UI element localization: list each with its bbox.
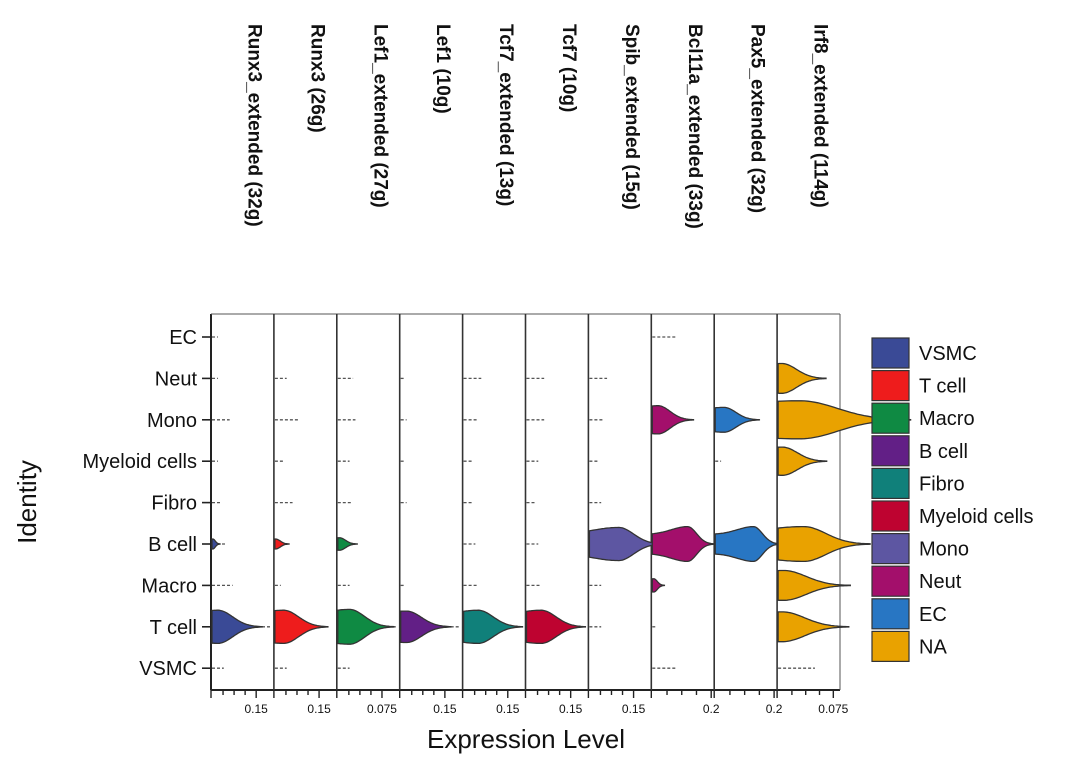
- panel-title-tcf7-10g: Tcf7 (10g): [558, 24, 579, 112]
- panel-title-bcl11a-extended-33g: Bcl11a_extended (33g): [684, 24, 705, 229]
- x-tick-label: 0.075: [367, 702, 397, 716]
- legend: VSMC T cell Macro B cell Fibro Myeloid cells M…: [871, 337, 1033, 663]
- identity-label-vsmc: VSMC: [139, 658, 197, 680]
- x-tick-label: 0.15: [307, 702, 331, 716]
- x-tick-label: 0.15: [433, 702, 457, 716]
- legend-swatch-mono: [871, 532, 910, 565]
- violin-irf8-extended-114g-b-cell: [777, 525, 871, 563]
- identity-label-b-cell: B cell: [148, 534, 197, 556]
- violin-irf8-extended-114g-macro: [777, 569, 851, 601]
- x-tick-label: 0.15: [622, 702, 646, 716]
- panel-title-lef1-10g: Lef1 (10g): [432, 24, 453, 114]
- identity-label-fibro: Fibro: [151, 493, 197, 515]
- y-axis: EC Neut Mono Myeloid cells Fibro B cell Macro T…: [83, 327, 211, 680]
- x-tick-label: 0.2: [703, 702, 720, 716]
- violin-runx3-extended-32g-t-cell: [211, 609, 263, 645]
- violin-lef1-extended-27g-t-cell: [337, 608, 395, 645]
- identity-label-myeloid-cells: Myeloid cells: [83, 451, 197, 473]
- panel-title-runx3-26g: Runx3 (26g): [306, 24, 327, 133]
- legend-label-neut: Neut: [919, 571, 962, 593]
- violin-runx3-26g-b-cell: [274, 538, 290, 550]
- identity-label-macro: Macro: [141, 575, 197, 597]
- legend-swatch-macro: [871, 402, 910, 434]
- legend-label-ec: EC: [919, 604, 947, 626]
- legend-label-vsmc: VSMC: [919, 343, 977, 365]
- panel-title-lef1-extended-27g: Lef1_extended (27g): [369, 24, 390, 208]
- panel-title-spib-extended-15g: Spib_extended (15g): [621, 24, 642, 210]
- x-tick-label: 0.15: [559, 702, 583, 716]
- panel-title-pax5-extended-32g: Pax5_extended (32g): [747, 24, 768, 213]
- x-tick-label: 0.15: [244, 702, 268, 716]
- panel-title-irf8-extended-114g: Irf8_extended (114g): [810, 24, 831, 208]
- legend-label-fibro: Fibro: [919, 473, 965, 495]
- violin-tcf7-extended-13g-t-cell: [462, 609, 524, 645]
- identity-label-t-cell: T cell: [150, 617, 197, 639]
- violin-irf8-extended-114g-myeloid-cells: [777, 446, 828, 476]
- x-tick-label: 0.15: [496, 702, 520, 716]
- y-axis-title: Identity: [12, 460, 42, 544]
- identity-label-neut: Neut: [155, 368, 198, 390]
- legend-swatch-neut: [871, 565, 910, 597]
- violin-bcl11a-extended-33g-mono: [651, 405, 695, 435]
- violin-bcl11a-extended-33g-b-cell: [651, 525, 715, 563]
- legend-swatch-b-cell: [871, 435, 910, 467]
- x-tick-label: 0.075: [818, 702, 848, 716]
- legend-label-na: NA: [919, 636, 947, 658]
- identity-label-ec: EC: [169, 327, 197, 349]
- violin-pax5-extended-32g-b-cell: [714, 525, 781, 563]
- legend-label-t-cell: T cell: [919, 376, 966, 398]
- legend-label-myeloid-cells: Myeloid cells: [919, 506, 1033, 528]
- expression-tails: [212, 336, 815, 669]
- violin-irf8-extended-114g-neut: [777, 362, 827, 394]
- x-tick-label: 0.2: [766, 702, 783, 716]
- legend-swatch-t-cell: [871, 370, 910, 402]
- violin-runx3-26g-t-cell: [274, 609, 329, 645]
- violin-runx3-extended-32g-b-cell: [211, 538, 221, 550]
- panel-titles: Runx3_extended (32g) Runx3 (26g) Lef1_exte…: [243, 24, 830, 229]
- panel-title-tcf7-extended-13g: Tcf7_extended (13g): [495, 24, 516, 206]
- plot-frame: [210, 313, 841, 691]
- legend-swatch-myeloid-cells: [871, 500, 910, 532]
- identity-label-mono: Mono: [147, 410, 197, 432]
- legend-label-b-cell: B cell: [919, 441, 968, 463]
- legend-swatch-vsmc: [871, 337, 910, 369]
- x-axis: 0.15 0.15 0.075 0.15 0.15 0.15 0.15 0.2 0.2 0.075: [210, 690, 849, 716]
- violins: [211, 362, 912, 645]
- violin-lef1-10g-t-cell: [400, 610, 452, 644]
- panel-title-runx3-extended-32g: Runx3_extended (32g): [243, 24, 264, 227]
- violin-bcl11a-extended-33g-macro: [651, 578, 666, 593]
- violin-tcf7-10g-t-cell: [525, 609, 587, 645]
- x-axis-title: Expression Level: [427, 724, 625, 754]
- legend-swatch-ec: [871, 598, 910, 630]
- legend-swatch-na: [871, 630, 910, 663]
- violin-irf8-extended-114g-t-cell: [777, 611, 850, 643]
- legend-label-macro: Macro: [919, 408, 975, 430]
- violin-lef1-extended-27g-b-cell: [337, 537, 358, 551]
- violin-pax5-extended-32g-mono: [714, 406, 761, 433]
- legend-label-mono: Mono: [919, 539, 969, 561]
- violin-irf8-extended-114g-mono: [777, 400, 912, 440]
- legend-swatch-fibro: [871, 467, 910, 499]
